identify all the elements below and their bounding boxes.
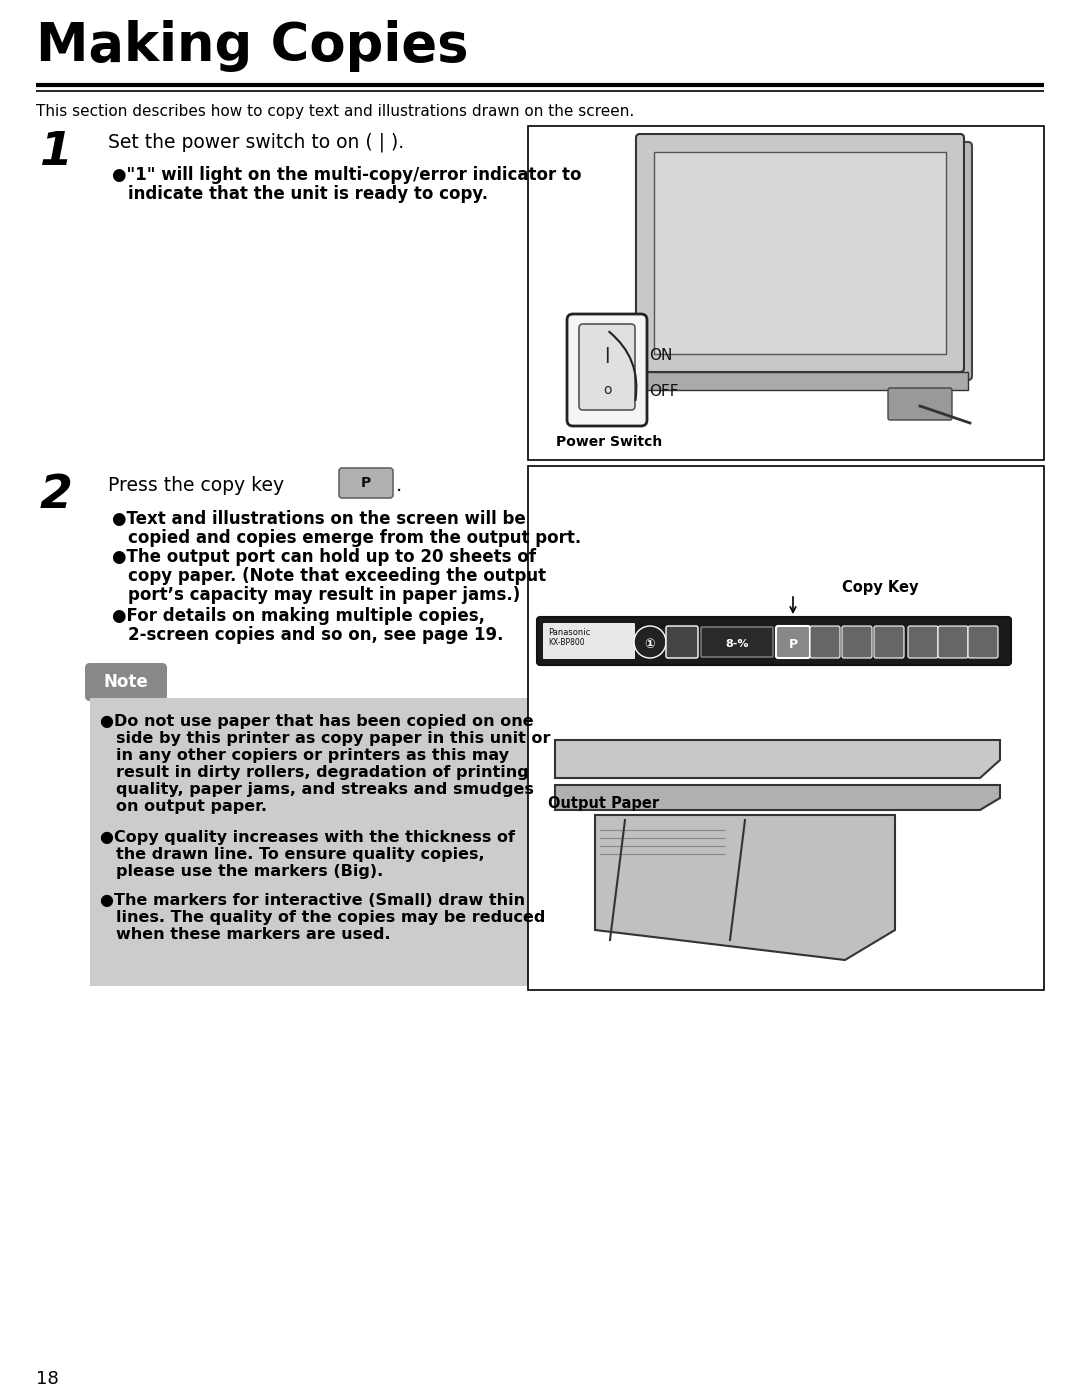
FancyBboxPatch shape [701, 627, 773, 657]
Text: P: P [788, 637, 797, 651]
Text: Output Paper: Output Paper [548, 796, 659, 812]
Text: please use the markers (Big).: please use the markers (Big). [116, 863, 383, 879]
Text: OFF: OFF [649, 384, 678, 400]
Bar [638, 372, 968, 390]
Text: Note: Note [104, 673, 148, 692]
FancyBboxPatch shape [537, 617, 1011, 665]
Text: ●The output port can hold up to 20 sheets of: ●The output port can hold up to 20 sheet… [112, 548, 536, 566]
Bar [528, 467, 1044, 990]
Text: P: P [361, 476, 372, 490]
Text: 1: 1 [40, 130, 72, 175]
Text: indicate that the unit is ready to copy.: indicate that the unit is ready to copy. [129, 184, 488, 203]
FancyBboxPatch shape [908, 626, 939, 658]
FancyBboxPatch shape [939, 626, 968, 658]
Text: 2: 2 [40, 474, 72, 518]
FancyBboxPatch shape [842, 626, 872, 658]
Text: ●The markers for interactive (Small) draw thin: ●The markers for interactive (Small) dra… [100, 893, 525, 908]
Text: side by this printer as copy paper in this unit or: side by this printer as copy paper in th… [116, 731, 551, 746]
FancyBboxPatch shape [968, 626, 998, 658]
Text: Making Copies: Making Copies [36, 20, 469, 73]
Text: 8-%: 8-% [726, 638, 748, 650]
Text: ●For details on making multiple copies,: ●For details on making multiple copies, [112, 608, 485, 624]
Text: in any other copiers or printers as this may: in any other copiers or printers as this… [116, 747, 509, 763]
Text: |: | [604, 346, 610, 363]
Text: 18: 18 [36, 1370, 58, 1389]
Text: KX-BP800: KX-BP800 [548, 638, 584, 647]
FancyBboxPatch shape [339, 468, 393, 497]
Text: ①: ① [645, 637, 656, 651]
Text: result in dirty rollers, degradation of printing: result in dirty rollers, degradation of … [116, 766, 529, 780]
Text: lines. The quality of the copies may be reduced: lines. The quality of the copies may be … [116, 909, 545, 925]
FancyBboxPatch shape [543, 623, 635, 659]
Text: Set the power switch to on ( | ).: Set the power switch to on ( | ). [108, 133, 404, 152]
Text: .: . [396, 476, 402, 495]
Text: o: o [603, 383, 611, 397]
Text: Copy Key: Copy Key [841, 580, 918, 595]
FancyBboxPatch shape [777, 626, 810, 658]
Text: Power Switch: Power Switch [556, 434, 662, 448]
Text: ●Do not use paper that has been copied on one: ●Do not use paper that has been copied o… [100, 714, 534, 729]
Text: copied and copies emerge from the output port.: copied and copies emerge from the output… [129, 529, 581, 548]
Text: port’s capacity may result in paper jams.): port’s capacity may result in paper jams… [129, 585, 521, 604]
Bar [528, 126, 1044, 460]
FancyBboxPatch shape [567, 314, 647, 426]
Text: ●Text and illustrations on the screen will be: ●Text and illustrations on the screen wi… [112, 510, 526, 528]
FancyBboxPatch shape [874, 626, 904, 658]
Text: when these markers are used.: when these markers are used. [116, 928, 391, 942]
Text: This section describes how to copy text and illustrations drawn on the screen.: This section describes how to copy text … [36, 103, 634, 119]
FancyBboxPatch shape [634, 626, 666, 658]
FancyBboxPatch shape [644, 142, 972, 380]
Polygon shape [555, 740, 1000, 778]
FancyBboxPatch shape [888, 388, 951, 420]
Text: on output paper.: on output paper. [116, 799, 267, 814]
Polygon shape [555, 785, 1000, 810]
Bar [654, 152, 946, 353]
FancyBboxPatch shape [85, 664, 167, 701]
Text: Press the copy key: Press the copy key [108, 476, 284, 495]
Text: ●Copy quality increases with the thickness of: ●Copy quality increases with the thickne… [100, 830, 515, 845]
Text: quality, paper jams, and streaks and smudges: quality, paper jams, and streaks and smu… [116, 782, 534, 798]
FancyBboxPatch shape [636, 134, 964, 372]
FancyBboxPatch shape [666, 626, 698, 658]
Polygon shape [595, 814, 895, 960]
FancyBboxPatch shape [579, 324, 635, 409]
FancyBboxPatch shape [810, 626, 840, 658]
Text: Panasonic: Panasonic [548, 629, 591, 637]
Text: ON: ON [649, 348, 673, 362]
Bar [90, 698, 528, 986]
Text: 2-screen copies and so on, see page 19.: 2-screen copies and so on, see page 19. [129, 626, 503, 644]
Text: copy paper. (Note that exceeding the output: copy paper. (Note that exceeding the out… [129, 567, 546, 585]
Text: ●"1" will light on the multi-copy/error indicator to: ●"1" will light on the multi-copy/error … [112, 166, 581, 184]
Text: the drawn line. To ensure quality copies,: the drawn line. To ensure quality copies… [116, 847, 485, 862]
